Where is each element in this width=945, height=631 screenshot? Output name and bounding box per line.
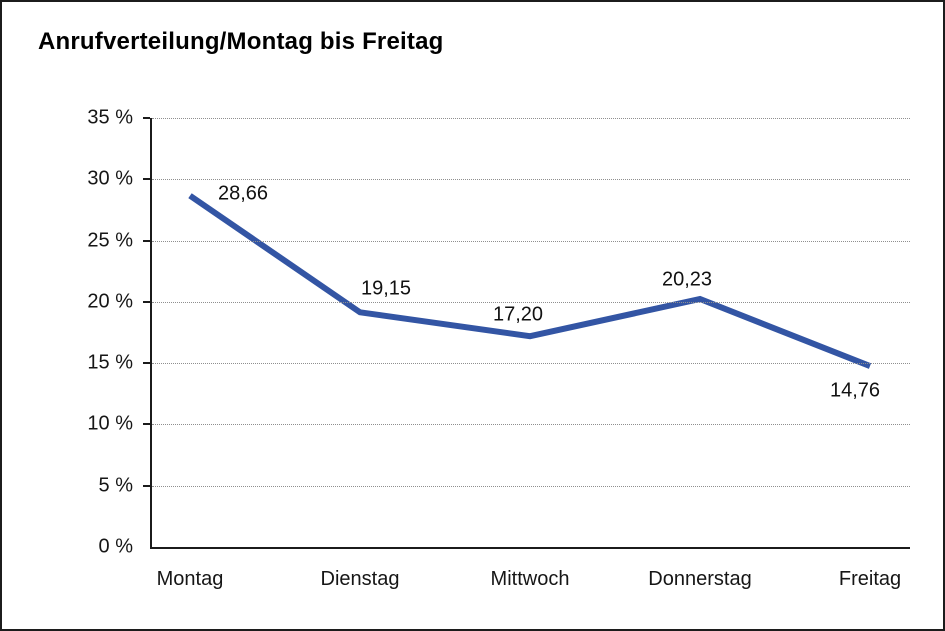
y-axis-tick	[143, 362, 150, 365]
series-line	[188, 193, 872, 369]
x-category-label: Mittwoch	[490, 568, 570, 590]
y-axis-tick	[143, 117, 150, 119]
y-tick-label: 0 %	[98, 535, 133, 558]
gridline	[152, 301, 910, 303]
gridline	[152, 118, 910, 119]
y-tick-label: 10 %	[87, 412, 133, 435]
y-tick-label: 15 %	[87, 351, 133, 374]
data-point-label: 14,76	[829, 379, 881, 402]
x-axis-labels: Montag Dienstag Mittwoch Donnerstag Freitag	[152, 568, 910, 596]
y-tick-label: 30 %	[87, 167, 133, 190]
y-tick-label: 20 %	[87, 290, 133, 313]
y-axis-tick	[143, 239, 150, 242]
y-tick-label: 35 %	[87, 106, 133, 129]
data-point-label: 19,15	[360, 277, 412, 300]
y-axis-tick	[143, 423, 150, 426]
plot-area: 28,66 19,15 17,20 20,23 14,76	[143, 117, 910, 549]
y-axis-tick	[143, 300, 150, 303]
x-category-label: Freitag	[838, 568, 902, 590]
gridline	[152, 179, 910, 181]
y-tick-label: 5 %	[98, 474, 133, 497]
x-category-label: Montag	[156, 568, 224, 590]
y-axis-labels: 0 % 5 % 10 % 15 % 20 % 25 % 30 % 35 %	[2, 107, 133, 558]
gridline	[152, 424, 910, 426]
data-point-label: 20,23	[661, 268, 713, 291]
y-tick-label: 25 %	[87, 229, 133, 252]
x-category-label: Dienstag	[320, 568, 400, 590]
x-category-label: Donnerstag	[648, 568, 752, 590]
gridline	[152, 485, 910, 487]
gridline	[152, 363, 910, 365]
data-point-label: 17,20	[492, 303, 544, 326]
data-point-label: 28,66	[217, 182, 269, 205]
chart-title: Anrufverteilung/Montag bis Freitag	[38, 28, 444, 55]
y-axis-tick	[143, 484, 150, 487]
y-axis-tick	[143, 178, 150, 181]
gridline	[152, 240, 910, 242]
